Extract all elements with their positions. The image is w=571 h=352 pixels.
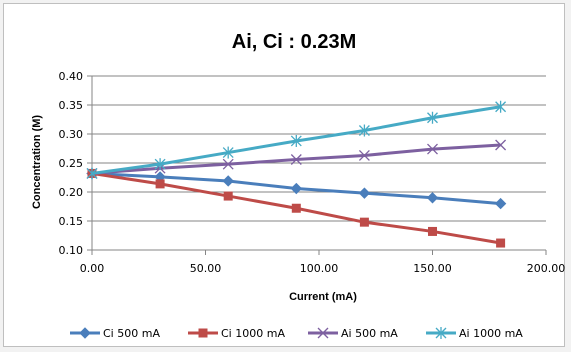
series-layer — [86, 100, 507, 248]
data-point — [359, 217, 369, 227]
data-point — [222, 146, 234, 159]
legend-marker — [198, 328, 208, 338]
data-point — [494, 197, 507, 210]
legend-label: Ai 1000 mA — [459, 327, 523, 340]
data-point — [428, 226, 437, 236]
data-point — [495, 100, 507, 113]
data-point — [155, 179, 165, 189]
legend-item: Ci 1000 mA — [188, 327, 285, 340]
legend-label: Ci 1000 mA — [221, 327, 285, 340]
data-point — [358, 150, 370, 161]
y-tick-label: 0.30 — [59, 128, 84, 141]
x-tick-label: 200.00 — [527, 262, 566, 275]
y-tick-label: 0.25 — [59, 157, 84, 170]
chart-frame: Ai, Ci : 0.23M 0.10 0.15 0.20 0.25 0.30 0.35 0… — [3, 3, 565, 347]
x-tick-label: 150.00 — [413, 262, 452, 275]
line-chart: Ai, Ci : 0.23M 0.100.150.200.250.300.350… — [31, 31, 566, 340]
data-point — [496, 238, 506, 248]
data-point — [222, 158, 234, 170]
data-point — [86, 167, 98, 180]
y-tick-label: 0.10 — [59, 244, 84, 257]
data-point — [358, 124, 370, 137]
data-point — [222, 175, 234, 187]
data-point — [223, 191, 233, 201]
data-point — [291, 203, 301, 213]
data-point — [495, 139, 507, 151]
legend: Ci 500 mA Ci 1000 mA Ai 500 mA Ai 1000 mA — [70, 327, 523, 340]
x-axis-title: Current (mA) — [289, 291, 357, 303]
legend-marker — [79, 327, 91, 339]
x-tick-label: 0.00 — [80, 262, 105, 275]
legend-item: Ci 500 mA — [70, 327, 160, 340]
data-point — [154, 158, 166, 171]
legend-item: Ai 1000 mA — [426, 327, 523, 340]
x-tick-label: 100.00 — [300, 262, 339, 275]
data-point — [427, 143, 438, 155]
y-tick-label: 0.35 — [59, 99, 84, 112]
data-point — [290, 134, 302, 147]
series-ci-500-ma — [86, 167, 507, 210]
series-ai-1000-ma — [86, 100, 507, 180]
legend-marker — [435, 327, 447, 339]
chart-title: Ai, Ci : 0.23M — [232, 31, 356, 53]
data-point — [290, 182, 303, 195]
data-point — [426, 192, 439, 204]
legend-item: Ai 500 mA — [308, 327, 398, 340]
y-tick-label: 0.20 — [59, 186, 84, 199]
y-tick-label: 0.40 — [59, 70, 84, 83]
gridlines — [92, 75, 546, 222]
y-tick-label: 0.15 — [59, 215, 84, 228]
legend-marker — [317, 327, 329, 339]
axes: 0.10 0.15 0.20 0.25 0.30 0.35 0.40 0.00 50.00 100… — [59, 70, 566, 275]
data-point — [427, 111, 438, 124]
y-axis-title: Concentration (M) — [31, 115, 43, 209]
x-tick-label: 50.00 — [190, 262, 222, 275]
data-point — [358, 187, 371, 199]
data-point — [290, 154, 302, 165]
series-ci-1000-ma — [87, 168, 506, 248]
legend-label: Ai 500 mA — [341, 327, 398, 340]
legend-label: Ci 500 mA — [103, 327, 160, 340]
